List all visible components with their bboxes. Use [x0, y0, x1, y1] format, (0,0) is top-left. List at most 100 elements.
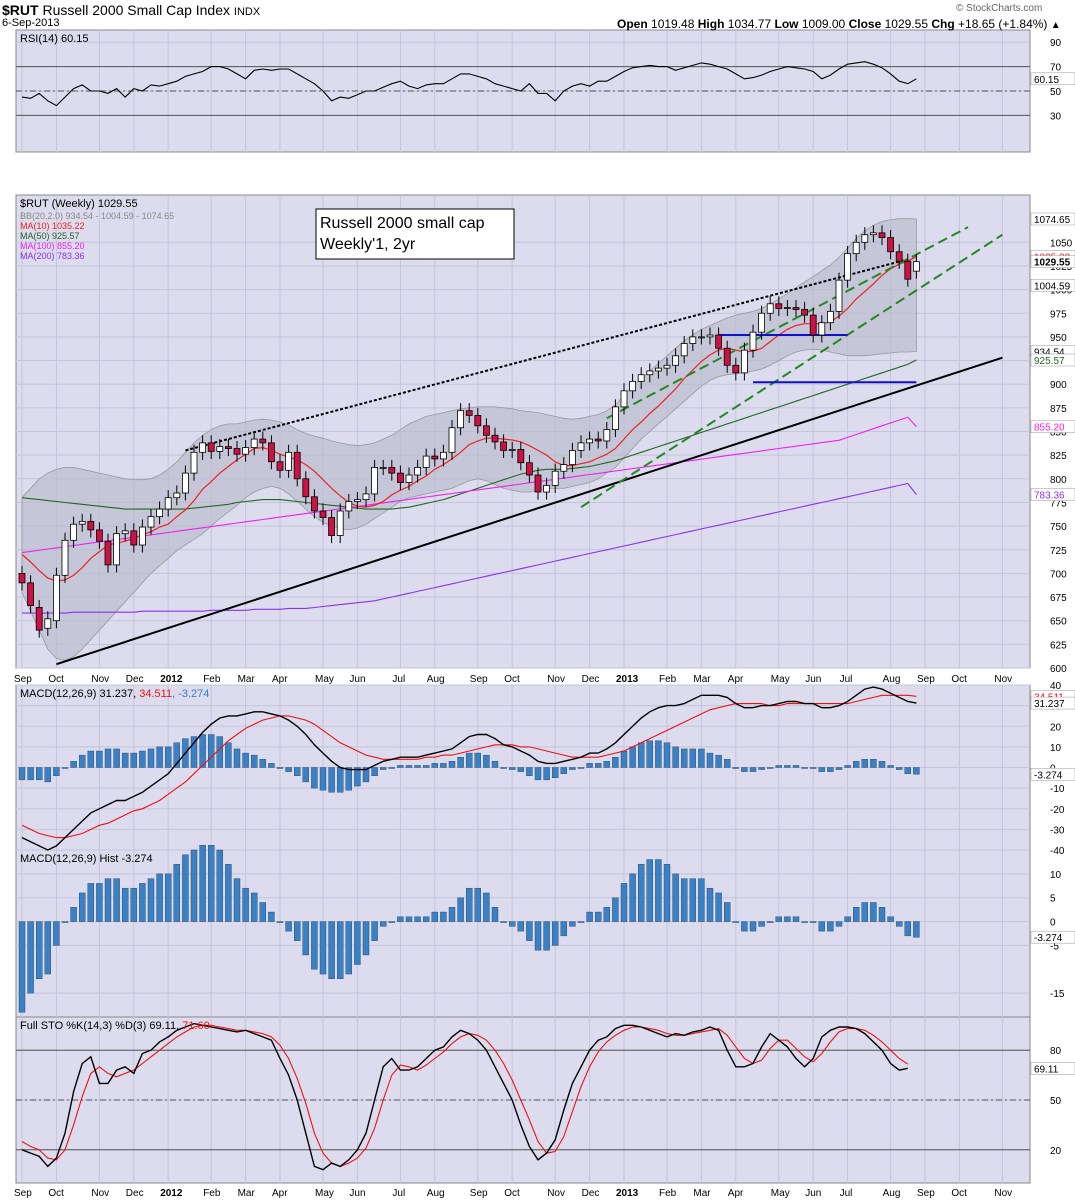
macd-hist-bar: [216, 736, 224, 768]
candle-body: [328, 517, 336, 536]
histogram-bar: [431, 911, 438, 922]
macd-hist-bar: [491, 761, 499, 768]
panel-title: Full STO %K(14,3) %D(3) 69.11, 71.60: [20, 1020, 210, 1032]
macd-hist-bar: [414, 765, 421, 768]
macd-hist-bar: [18, 767, 26, 781]
macd-hist-bar: [500, 767, 507, 769]
candle-body: [844, 253, 851, 281]
y-tick-label: -20: [1050, 805, 1065, 816]
month-label: Jul: [392, 1188, 405, 1199]
y-tick-label: 750: [1050, 522, 1067, 533]
macd-hist-bar: [534, 767, 542, 781]
candle-body: [913, 261, 920, 272]
histogram-bar: [147, 878, 155, 922]
y-tick-label: -5: [1050, 941, 1059, 952]
candle-body: [242, 447, 250, 455]
candle-body: [723, 347, 731, 366]
right-label: 925.57: [1034, 356, 1065, 367]
histogram-bar: [749, 921, 757, 932]
candle-body: [70, 523, 77, 541]
exchange: INDX: [233, 6, 261, 18]
histogram-bar: [285, 921, 292, 932]
y-tick-label: 40: [1050, 681, 1062, 692]
histogram-bar: [440, 911, 447, 922]
macd-hist-bar: [629, 746, 636, 768]
right-label: 783.36: [1034, 491, 1065, 502]
candle-body: [663, 364, 671, 369]
histogram-bar: [491, 907, 499, 922]
candle-body: [792, 307, 800, 310]
month-label: Oct: [951, 1188, 967, 1199]
macd-hist-bar: [276, 767, 284, 769]
month-label: 2012: [160, 1188, 183, 1199]
macd-hist-bar: [758, 767, 765, 770]
macd-hist-bar: [715, 754, 722, 768]
histogram-bar: [113, 878, 120, 922]
y-tick-label: 650: [1050, 617, 1067, 628]
macd-hist-bar: [818, 767, 825, 772]
macd-hist-bar: [526, 767, 533, 776]
candle-body: [612, 406, 619, 431]
candle-body: [706, 334, 714, 338]
candle-body: [551, 470, 559, 486]
candle-body: [285, 451, 293, 471]
macd-hist-bar: [775, 765, 782, 768]
month-label: Jun: [349, 1188, 365, 1199]
candle-body: [749, 331, 757, 351]
macd-hist-bar: [577, 767, 585, 769]
histogram-bar: [78, 892, 86, 922]
candle-body: [526, 462, 533, 476]
watermark: © StockCharts.com: [956, 3, 1043, 14]
macd-hist-bar: [250, 754, 258, 768]
panel-title-part: MACD(12,26,9) 31.237,: [20, 688, 139, 700]
macd-hist-bar: [285, 767, 292, 772]
candle-body: [173, 492, 181, 499]
candle-body: [405, 474, 413, 483]
macd-hist-bar: [560, 767, 567, 774]
macd-hist-bar: [517, 767, 524, 772]
histogram-bar: [27, 921, 34, 994]
macd-hist-bar: [362, 767, 370, 783]
macd-hist-bar: [431, 763, 438, 768]
y-tick-label: 0: [1050, 918, 1056, 929]
trendline-dashed: [606, 226, 969, 420]
macd-hist-bar: [225, 742, 232, 768]
panel-title-part: 34.511: [139, 688, 172, 700]
candle-body: [96, 529, 103, 542]
histogram-bar: [560, 921, 567, 937]
histogram-bar: [268, 911, 275, 922]
histogram-bar: [405, 916, 413, 922]
histogram-bar: [311, 921, 318, 970]
histogram-bar: [276, 921, 284, 923]
candle-body: [689, 336, 697, 344]
y-tick-label: 950: [1050, 333, 1067, 344]
macd-hist-bar: [423, 765, 430, 768]
macd-hist-bar: [130, 752, 138, 768]
histogram-bar: [61, 921, 69, 923]
month-label: Mar: [693, 674, 711, 685]
candle-body: [87, 520, 95, 531]
legend-entry: MA(100) 855.20: [20, 241, 85, 251]
y-tick-label: -40: [1050, 846, 1065, 857]
candle-body: [61, 539, 69, 576]
histogram-bar: [44, 921, 51, 975]
macd-hist-bar: [552, 767, 559, 779]
candle-body: [655, 367, 662, 372]
legend-entry: BB(20,2.0) 934.54 - 1004.59 - 1074.65: [20, 211, 174, 221]
month-label: Nov: [547, 674, 565, 685]
candle-body: [147, 516, 155, 528]
macd-hist-bar: [595, 763, 602, 768]
panel-title-part: Full STO %K(14,3) %D(3) 69.11,: [20, 1020, 182, 1032]
histogram-bar: [53, 921, 60, 946]
candle-body: [27, 582, 35, 606]
legend-entry: MA(200) 783.36: [20, 251, 85, 261]
y-tick-label: 5: [1050, 894, 1056, 905]
right-label-box: [1030, 255, 1075, 268]
y-tick-label: 1050: [1050, 238, 1073, 249]
histogram-bar: [569, 921, 576, 927]
month-label: May: [315, 674, 334, 685]
y-tick-label: 625: [1050, 640, 1067, 651]
macd-hist-bar: [53, 767, 60, 776]
month-label: Dec: [582, 674, 600, 685]
candle-body: [371, 467, 379, 495]
